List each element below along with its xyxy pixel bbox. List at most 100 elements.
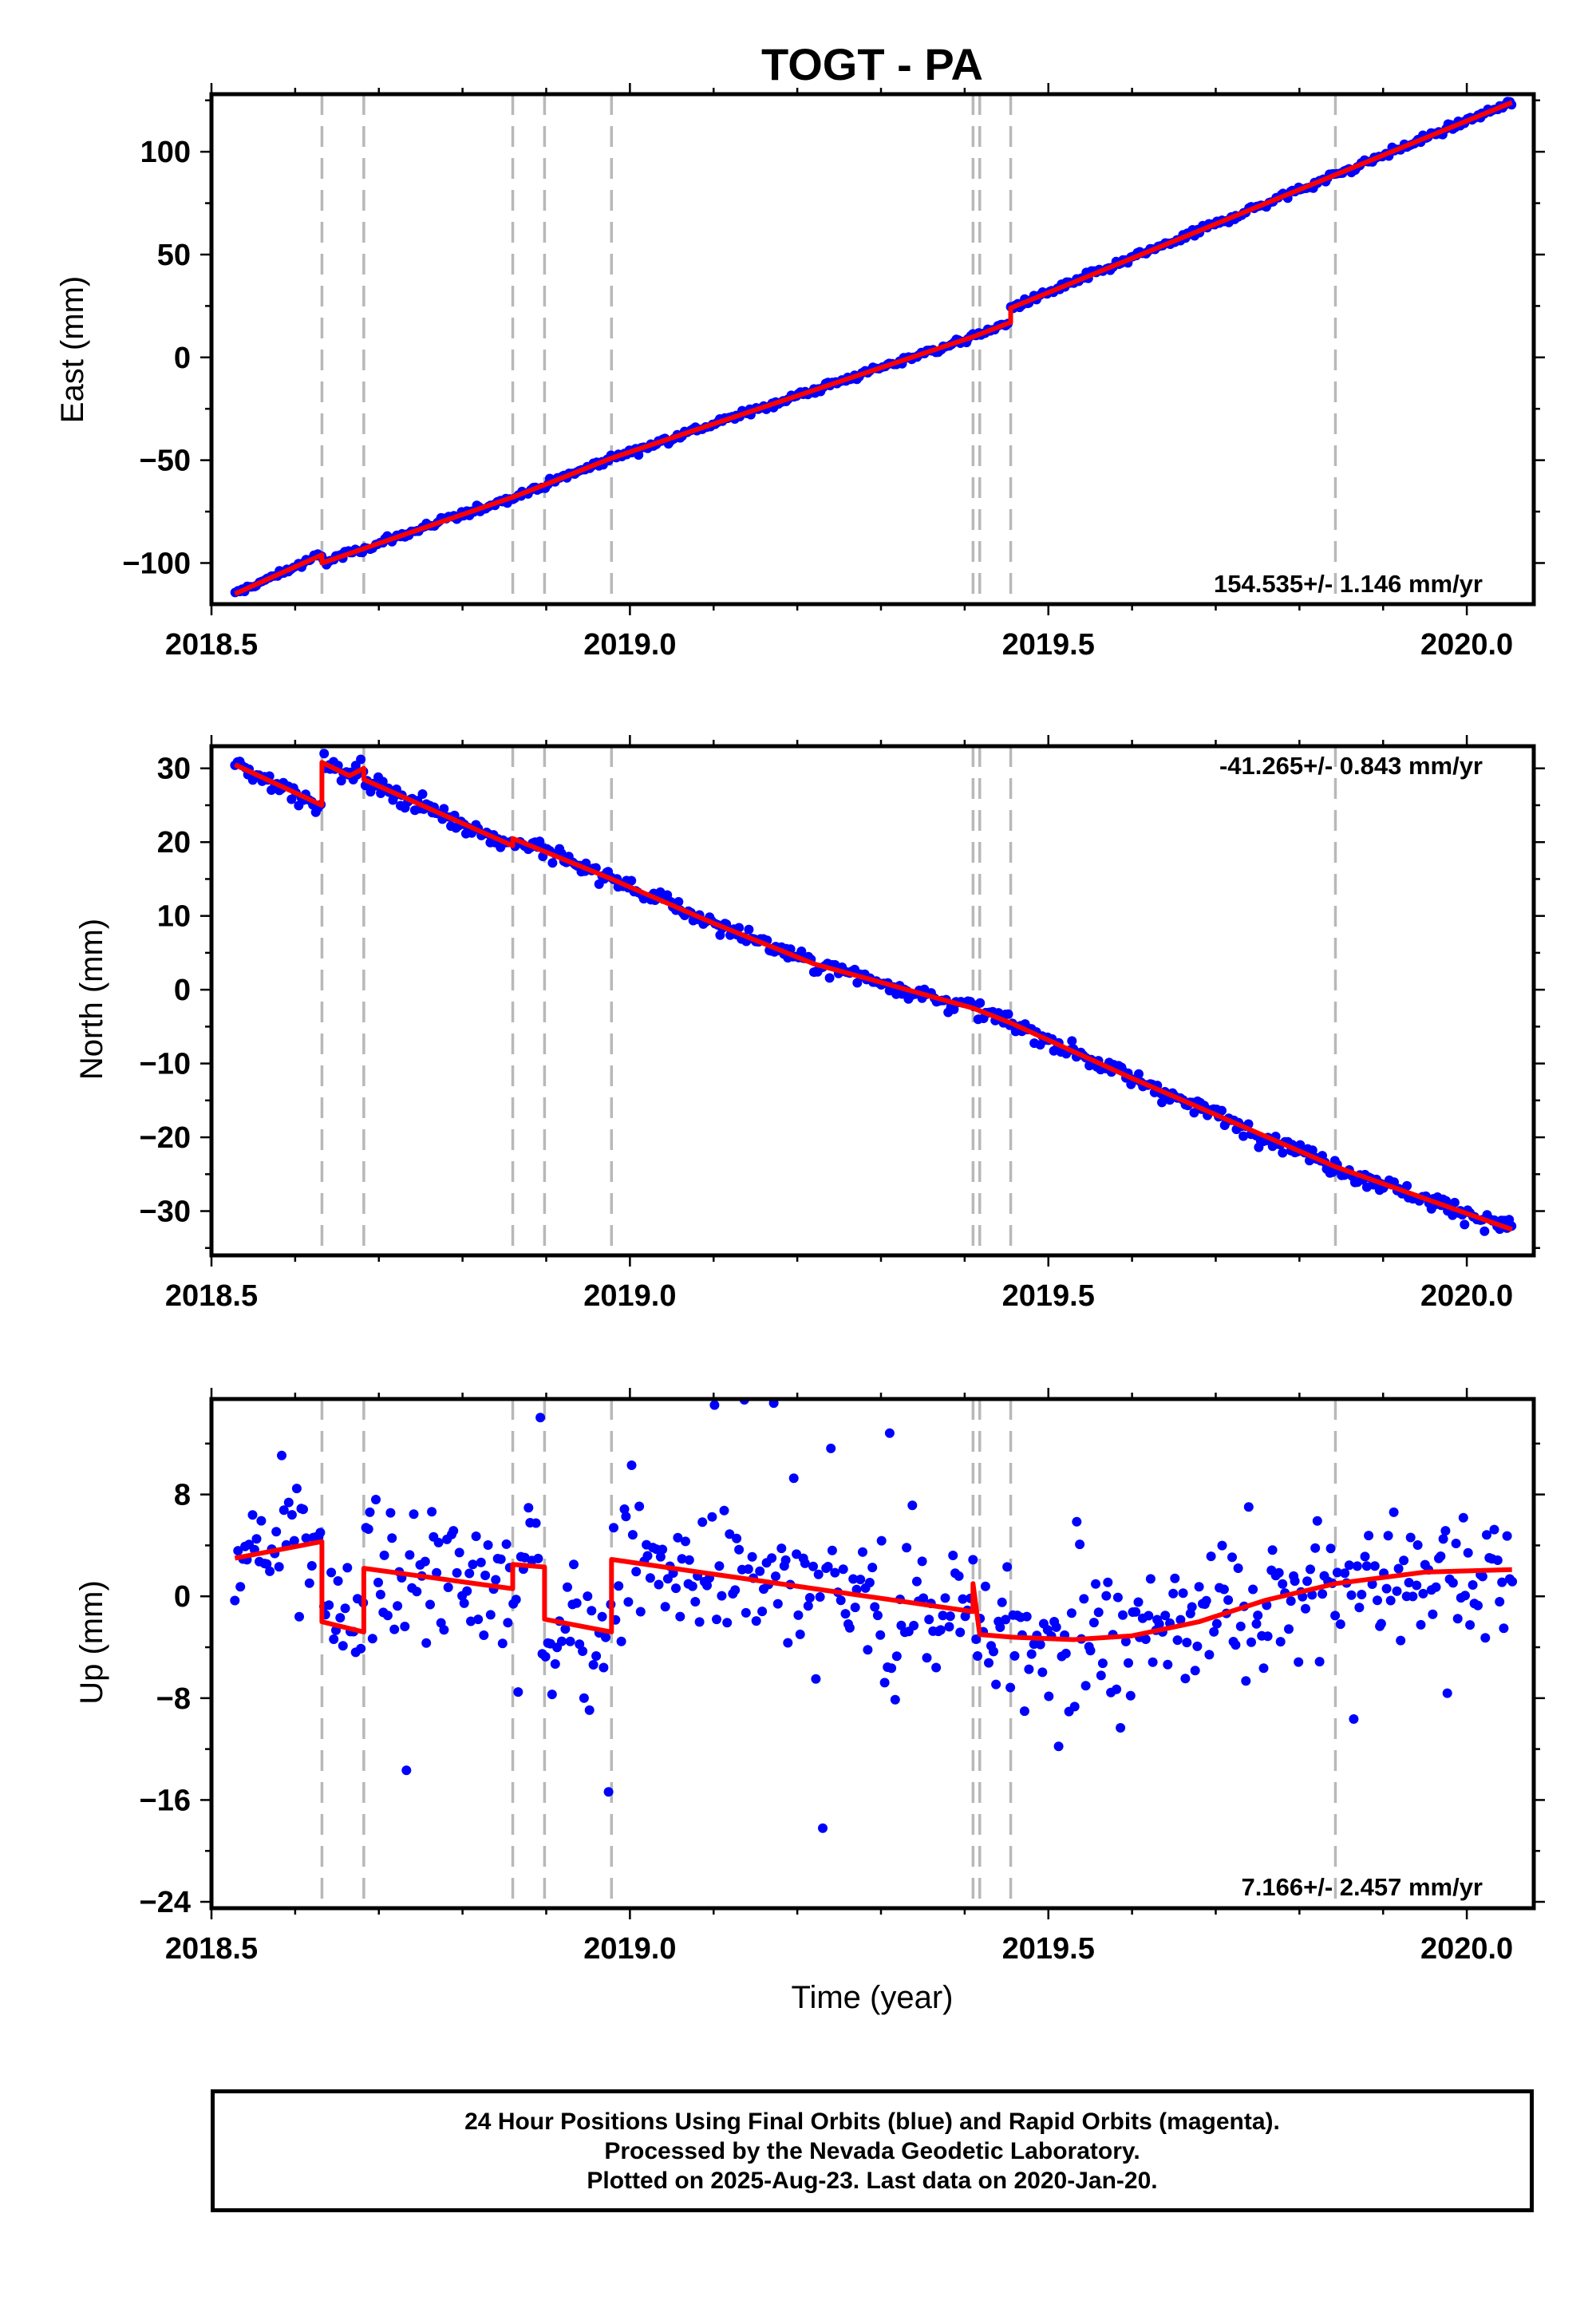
up-data-point bbox=[1431, 1582, 1441, 1592]
up-data-point bbox=[719, 1505, 729, 1516]
north-y-tick-label: 20 bbox=[157, 826, 191, 860]
up-data-point bbox=[371, 1495, 381, 1504]
up-data-point bbox=[588, 1660, 598, 1670]
up-data-point bbox=[1412, 1540, 1423, 1550]
east-x-tick-label: 2019.0 bbox=[583, 628, 676, 662]
up-data-point bbox=[1357, 1590, 1367, 1599]
up-data-point bbox=[875, 1630, 886, 1640]
up-data-point bbox=[800, 1558, 810, 1568]
up-y-tick-label: −16 bbox=[140, 1784, 191, 1817]
up-data-point bbox=[432, 1567, 442, 1578]
up-data-point bbox=[1009, 1650, 1020, 1661]
up-data-point bbox=[471, 1531, 481, 1541]
up-data-point bbox=[734, 1544, 745, 1555]
north-x-tick-label: 2019.0 bbox=[583, 1279, 676, 1313]
up-data-point bbox=[1408, 1591, 1418, 1602]
up-data-point bbox=[1219, 1584, 1229, 1595]
up-data-point bbox=[1307, 1590, 1317, 1600]
up-data-point bbox=[1204, 1650, 1215, 1660]
up-data-point bbox=[954, 1571, 964, 1581]
up-data-point bbox=[443, 1583, 453, 1592]
up-data-point bbox=[1066, 1608, 1077, 1618]
up-data-point bbox=[1172, 1635, 1183, 1646]
north-data-point bbox=[1278, 1148, 1288, 1158]
up-data-point bbox=[1180, 1674, 1191, 1684]
up-data-point bbox=[858, 1547, 867, 1557]
up-data-point bbox=[1037, 1667, 1048, 1678]
up-x-tick-label: 2019.0 bbox=[583, 1932, 676, 1966]
up-data-point bbox=[660, 1602, 670, 1612]
up-data-point bbox=[247, 1510, 258, 1520]
up-data-point bbox=[980, 1581, 990, 1591]
up-data-point bbox=[811, 1674, 821, 1684]
up-data-point bbox=[560, 1624, 571, 1634]
north-x-tick-label: 2020.0 bbox=[1420, 1279, 1513, 1313]
up-data-point bbox=[501, 1539, 512, 1549]
up-data-point bbox=[1118, 1610, 1128, 1620]
north-x-tick-label: 2018.5 bbox=[165, 1279, 258, 1313]
up-data-point bbox=[944, 1622, 954, 1632]
up-data-point bbox=[1451, 1539, 1461, 1548]
east-frame bbox=[209, 92, 1536, 607]
up-data-point bbox=[991, 1679, 1001, 1690]
up-data-point bbox=[298, 1504, 308, 1515]
up-data-point bbox=[230, 1595, 240, 1606]
up-data-point bbox=[251, 1534, 262, 1544]
up-data-point bbox=[578, 1646, 588, 1656]
up-data-point bbox=[324, 1600, 334, 1611]
up-data-point bbox=[815, 1592, 825, 1602]
up-data-point bbox=[1278, 1579, 1288, 1589]
up-data-point bbox=[1405, 1532, 1416, 1543]
up-data-point bbox=[1253, 1611, 1263, 1621]
up-data-point bbox=[968, 1555, 978, 1565]
up-data-point bbox=[876, 1535, 887, 1546]
up-data-point bbox=[1053, 1741, 1064, 1752]
up-data-point bbox=[687, 1581, 697, 1591]
up-data-point bbox=[694, 1617, 705, 1627]
north-frame bbox=[209, 744, 1536, 1258]
north-data-point bbox=[417, 789, 428, 799]
up-data-point bbox=[741, 1607, 751, 1618]
up-data-point bbox=[855, 1575, 866, 1585]
up-data-point bbox=[433, 1537, 444, 1547]
up-data-point bbox=[1085, 1646, 1096, 1656]
up-data-point bbox=[813, 1569, 824, 1579]
east-y-tick-label: −100 bbox=[122, 547, 191, 580]
up-data-point bbox=[808, 1561, 818, 1571]
up-data-point bbox=[1194, 1582, 1204, 1592]
up-data-point bbox=[671, 1583, 681, 1594]
up-data-point bbox=[1335, 1619, 1345, 1630]
up-data-point bbox=[1452, 1614, 1463, 1624]
footer-line-1: 24 Hour Positions Using Final Orbits (bl… bbox=[464, 2108, 1280, 2135]
up-data-point bbox=[598, 1662, 609, 1673]
up-y-axis-label: Up (mm) bbox=[74, 1580, 109, 1705]
up-data-point bbox=[277, 1450, 286, 1460]
up-data-point bbox=[743, 1564, 753, 1575]
up-data-point bbox=[1072, 1516, 1082, 1527]
up-data-point bbox=[1187, 1602, 1197, 1612]
up-data-point bbox=[1502, 1531, 1512, 1541]
up-data-point bbox=[459, 1598, 469, 1608]
up-data-point bbox=[1364, 1531, 1374, 1541]
up-data-point bbox=[850, 1603, 860, 1613]
up-data-point bbox=[1499, 1623, 1509, 1634]
up-data-point bbox=[614, 1581, 624, 1591]
up-data-point bbox=[496, 1554, 506, 1564]
up-data-point bbox=[448, 1526, 459, 1536]
east-x-tick-label: 2018.5 bbox=[165, 628, 258, 662]
up-data-point bbox=[1262, 1631, 1273, 1642]
up-data-point bbox=[1175, 1614, 1186, 1625]
up-y-tick-label: 8 bbox=[174, 1479, 191, 1512]
up-data-point bbox=[767, 1553, 777, 1563]
north-data-point bbox=[1189, 1108, 1199, 1118]
up-data-point bbox=[1495, 1597, 1505, 1607]
up-data-point bbox=[958, 1594, 968, 1604]
up-data-point bbox=[1418, 1588, 1428, 1599]
up-data-point bbox=[1145, 1574, 1156, 1584]
up-data-point bbox=[1306, 1564, 1315, 1575]
up-data-point bbox=[911, 1576, 922, 1587]
up-data-point bbox=[233, 1546, 243, 1556]
up-data-point bbox=[1217, 1540, 1227, 1551]
up-data-point bbox=[907, 1500, 918, 1511]
up-data-point bbox=[286, 1510, 297, 1520]
